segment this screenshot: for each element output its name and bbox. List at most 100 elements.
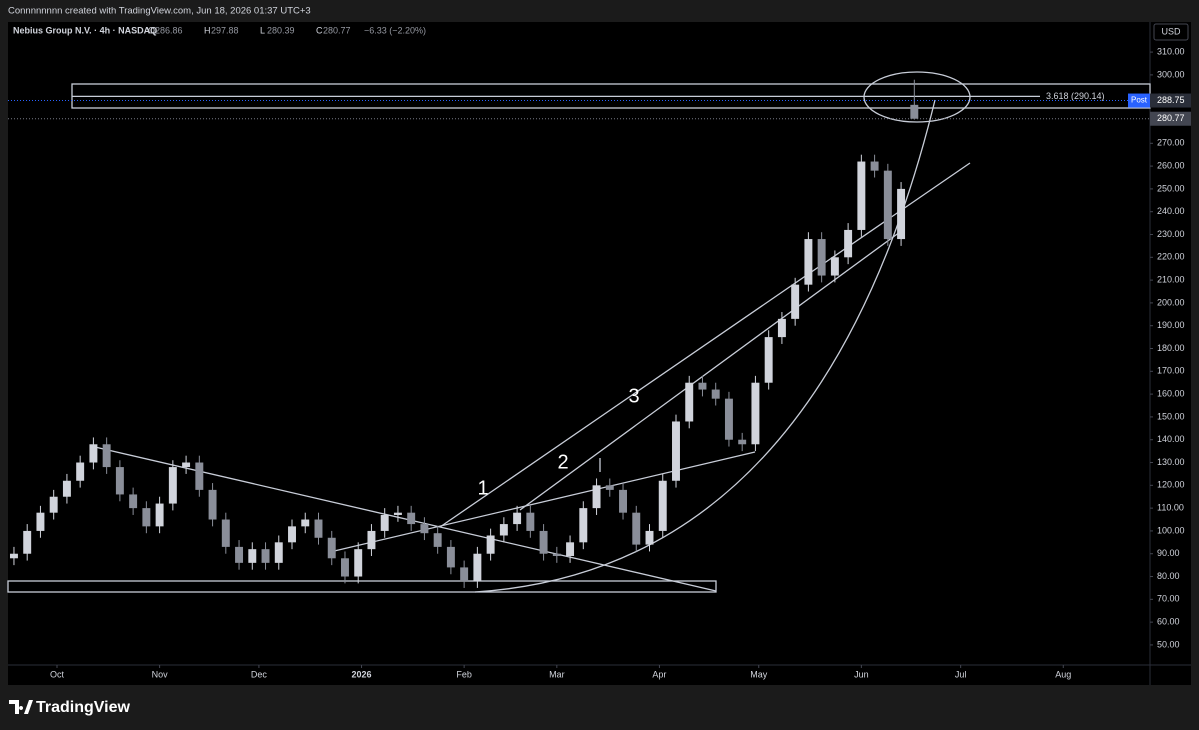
candle-body [486, 535, 495, 554]
candle-body [115, 467, 124, 495]
candle-body [764, 337, 773, 383]
x-tick-label: Jun [854, 669, 869, 679]
post-tag [1128, 93, 1150, 108]
candle-body [380, 514, 389, 531]
candle-body [261, 549, 270, 563]
candle-body [539, 530, 548, 554]
currency-button[interactable] [1153, 23, 1189, 41]
candle-body [248, 549, 257, 563]
x-tick-label: Mar [549, 669, 565, 679]
candle-body [473, 553, 482, 582]
ohlc-value: 280.77 [323, 25, 351, 35]
wave-label: 2 [557, 451, 568, 473]
y-tick-label: 210.00 [1157, 274, 1185, 284]
candle-body [235, 546, 244, 563]
candle-body [102, 444, 111, 468]
candle-body [804, 239, 813, 285]
credit: Connnnnnnn created with TradingView.com,… [8, 6, 311, 17]
candle-body [552, 553, 561, 557]
logo: TradingView [9, 699, 131, 716]
chart-panel [8, 22, 1191, 685]
candle-body [619, 489, 627, 513]
candle-body [367, 530, 376, 550]
candle-body [857, 161, 866, 230]
ohlc-letter: C [316, 25, 323, 35]
x-tick-label: Jul [955, 669, 967, 679]
candle-body [883, 170, 892, 240]
ohlc-letter: H [204, 25, 211, 35]
candle-body [566, 542, 575, 557]
y-tick-label: 70.00 [1157, 594, 1180, 604]
y-tick-label: 300.00 [1157, 69, 1185, 79]
ohlc-letter: O [148, 25, 155, 35]
candle-body [142, 508, 151, 527]
candle-body [698, 382, 707, 390]
candle-body [711, 389, 720, 399]
candle-body [62, 480, 71, 497]
candle-body [433, 533, 442, 547]
ohlc-value: 286.86 [155, 25, 183, 35]
trendline [329, 451, 756, 553]
symbol: Nebius Group N.V. · 4h · NASDAQ [13, 25, 157, 35]
candle-body [672, 421, 680, 481]
candle-body [274, 542, 283, 563]
candle-body [791, 284, 800, 319]
x-tick-label: Nov [152, 669, 169, 679]
x-tick-label: May [750, 669, 768, 679]
x-tick-label: Dec [251, 669, 268, 679]
candle-body [526, 512, 535, 531]
candle-body [221, 519, 230, 547]
y-tick-label: 150.00 [1157, 411, 1185, 421]
x-tick-label: 2026 [352, 669, 372, 679]
candle-body [76, 462, 85, 481]
fib-label: 3.618 (290.14) [1046, 91, 1105, 101]
logo-icon [9, 700, 33, 714]
candle-body [446, 546, 455, 568]
y-tick-label: 240.00 [1157, 206, 1185, 216]
ohlc-value: 297.88 [211, 25, 239, 35]
ohlc-value: 280.39 [267, 25, 295, 35]
y-tick-label: 270.00 [1157, 138, 1185, 148]
candle-body [129, 494, 138, 509]
candle-body [685, 382, 694, 422]
candle-body [341, 558, 349, 577]
candle-body [301, 519, 310, 527]
candle-body [632, 512, 641, 545]
candle-body [738, 439, 747, 445]
candle-body [327, 537, 336, 559]
candle-body [9, 553, 18, 559]
candle-body [513, 512, 522, 525]
candle-body [605, 485, 614, 490]
x-tick-label: Feb [456, 669, 472, 679]
currency[interactable]: USD [1161, 26, 1181, 36]
candle-body [579, 508, 588, 543]
support-zone [7, 580, 717, 593]
y-tick-label: 170.00 [1157, 366, 1185, 376]
candle-body [870, 161, 879, 171]
y-tick-label: 160.00 [1157, 388, 1185, 398]
y-tick-label: 190.00 [1157, 320, 1185, 330]
trendline [439, 162, 971, 528]
y-tick-label: 220.00 [1157, 252, 1185, 262]
ohlc-legend: O 286.86 H 297.88 L 280.39 C 280.77 −6.33 (−2.20… [148, 25, 426, 35]
y-tick-label: 110.00 [1157, 502, 1184, 512]
y-tick-label: 310.00 [1157, 46, 1185, 56]
candle-body [844, 229, 853, 258]
y-tick-label: 80.00 [1157, 571, 1180, 581]
candle-body [23, 530, 32, 554]
highlight-ellipse [863, 71, 971, 123]
candle-body [751, 382, 760, 445]
y-tick-label: 100.00 [1157, 525, 1185, 535]
candle-body [314, 519, 323, 538]
candle-body [36, 512, 45, 531]
candle-body [420, 524, 429, 534]
candle-body [830, 257, 839, 276]
logo-text: TradingView [36, 699, 131, 716]
candle-body [182, 462, 191, 468]
candle-body [49, 496, 58, 513]
last-price-label: 280.77 [1157, 113, 1185, 123]
x-tick-label: Aug [1055, 669, 1071, 679]
y-tick-label: 60.00 [1157, 617, 1180, 627]
